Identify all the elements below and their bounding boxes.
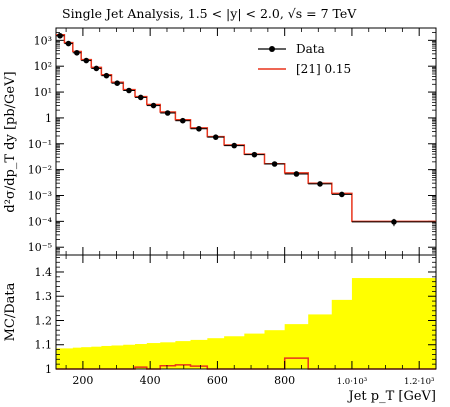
band-bin (331, 299, 353, 369)
data-point (231, 142, 238, 149)
band-bin (190, 339, 208, 369)
band-bin (81, 347, 92, 369)
data-point (114, 80, 121, 87)
uncertainty-band (56, 278, 437, 369)
bottom-y-axis-label: MC/Data (3, 282, 18, 341)
data-point (271, 161, 278, 167)
band-bin (284, 324, 309, 369)
legend: Data [21] 0.15 (258, 42, 351, 76)
bottom-y-tick-label: 1 (45, 363, 52, 376)
band-bin (111, 345, 124, 369)
band-bin (175, 341, 192, 369)
data-point (65, 40, 72, 47)
x-tick-label: 600 (207, 374, 228, 387)
x-tick-label: 400 (140, 374, 161, 387)
data-point (57, 32, 63, 39)
top-y-tick-label: 10⁻⁴ (28, 215, 53, 228)
bottom-y-tick-label: 1.3 (35, 290, 53, 303)
data-point (317, 181, 323, 187)
data-point (339, 191, 345, 198)
band-bin (264, 330, 286, 369)
bottom-y-tick-label: 1.4 (35, 266, 53, 279)
x-tick-label: 1.0·10³ (337, 377, 367, 387)
top-y-tick-label: 10⁻³ (28, 189, 52, 202)
data-point (126, 87, 132, 94)
band-bin (146, 343, 161, 369)
bottom-panel-frame (55, 254, 437, 370)
top-y-ticks: 10³ 10² 10¹ 1 10⁻¹ 10⁻² 10⁻³ 10⁻⁴ 10⁻⁵ (28, 27, 436, 254)
data-point (212, 134, 219, 140)
band-bin (244, 333, 265, 369)
top-y-tick-label: 10⁻¹ (28, 138, 52, 151)
band-bin (224, 336, 245, 369)
x-axis-label: Jet p_T [GeV] (347, 389, 437, 404)
band-bin (308, 314, 333, 369)
data-point (251, 151, 258, 158)
legend-data-marker (269, 46, 275, 52)
data-points (56, 32, 436, 227)
top-y-tick-label: 1 (45, 112, 52, 125)
top-x-ticks (65, 28, 437, 255)
data-point (164, 110, 171, 116)
band-bin (91, 346, 102, 369)
bottom-y-tick-label: 1.2 (35, 314, 53, 327)
data-point (83, 57, 90, 64)
top-y-tick-label: 10² (34, 60, 52, 73)
top-y-tick-label: 10⁻² (28, 164, 52, 177)
mc-histogram (56, 33, 436, 223)
data-point (150, 102, 157, 109)
top-y-tick-label: 10³ (34, 34, 52, 47)
bottom-panel: 1 1.1 1.2 1.3 1.4 200 400 600 800 1.0·10³ 1.2·10³… (3, 254, 437, 404)
data-point (137, 94, 144, 101)
data-point (74, 49, 80, 56)
chart-title: Single Jet Analysis, 1.5 < |y| < 2.0, √s… (62, 6, 357, 21)
bottom-x-ticks: 200 400 600 800 1.0·10³ 1.2·10³ (65, 255, 437, 387)
band-bin (123, 344, 136, 369)
mc-histogram-line (56, 33, 436, 223)
legend-data-label: Data (296, 42, 325, 56)
top-y-axis-label: d²σ/dp_T dy [pb/GeV] (3, 71, 18, 212)
band-bin (72, 347, 82, 369)
data-point (93, 65, 100, 72)
x-tick-label: 800 (274, 374, 295, 387)
bottom-y-tick-label: 1.1 (35, 339, 53, 352)
data-point (391, 219, 397, 225)
band-bin (207, 338, 225, 369)
x-tick-label: 1.2·10³ (404, 377, 434, 387)
data-point (293, 171, 300, 177)
band-bin (135, 344, 148, 369)
band-bin (101, 345, 112, 369)
top-y-tick-label: 10⁻⁵ (28, 241, 52, 254)
band-bin (64, 348, 74, 369)
top-panel: 10³ 10² 10¹ 1 10⁻¹ 10⁻² 10⁻³ 10⁻⁴ 10⁻⁵ d²σ/dp_T … (3, 27, 437, 256)
data-point (196, 125, 202, 132)
data-point (179, 117, 186, 124)
x-tick-label: 200 (72, 374, 93, 387)
legend-mc-label: [21] 0.15 (296, 62, 351, 76)
top-y-tick-label: 10¹ (34, 86, 52, 99)
data-point (103, 72, 110, 79)
band-bin (351, 278, 437, 369)
band-bin (160, 342, 176, 369)
band-bin (56, 348, 65, 369)
bottom-y-ticks: 1 1.1 1.2 1.3 1.4 (35, 257, 436, 376)
